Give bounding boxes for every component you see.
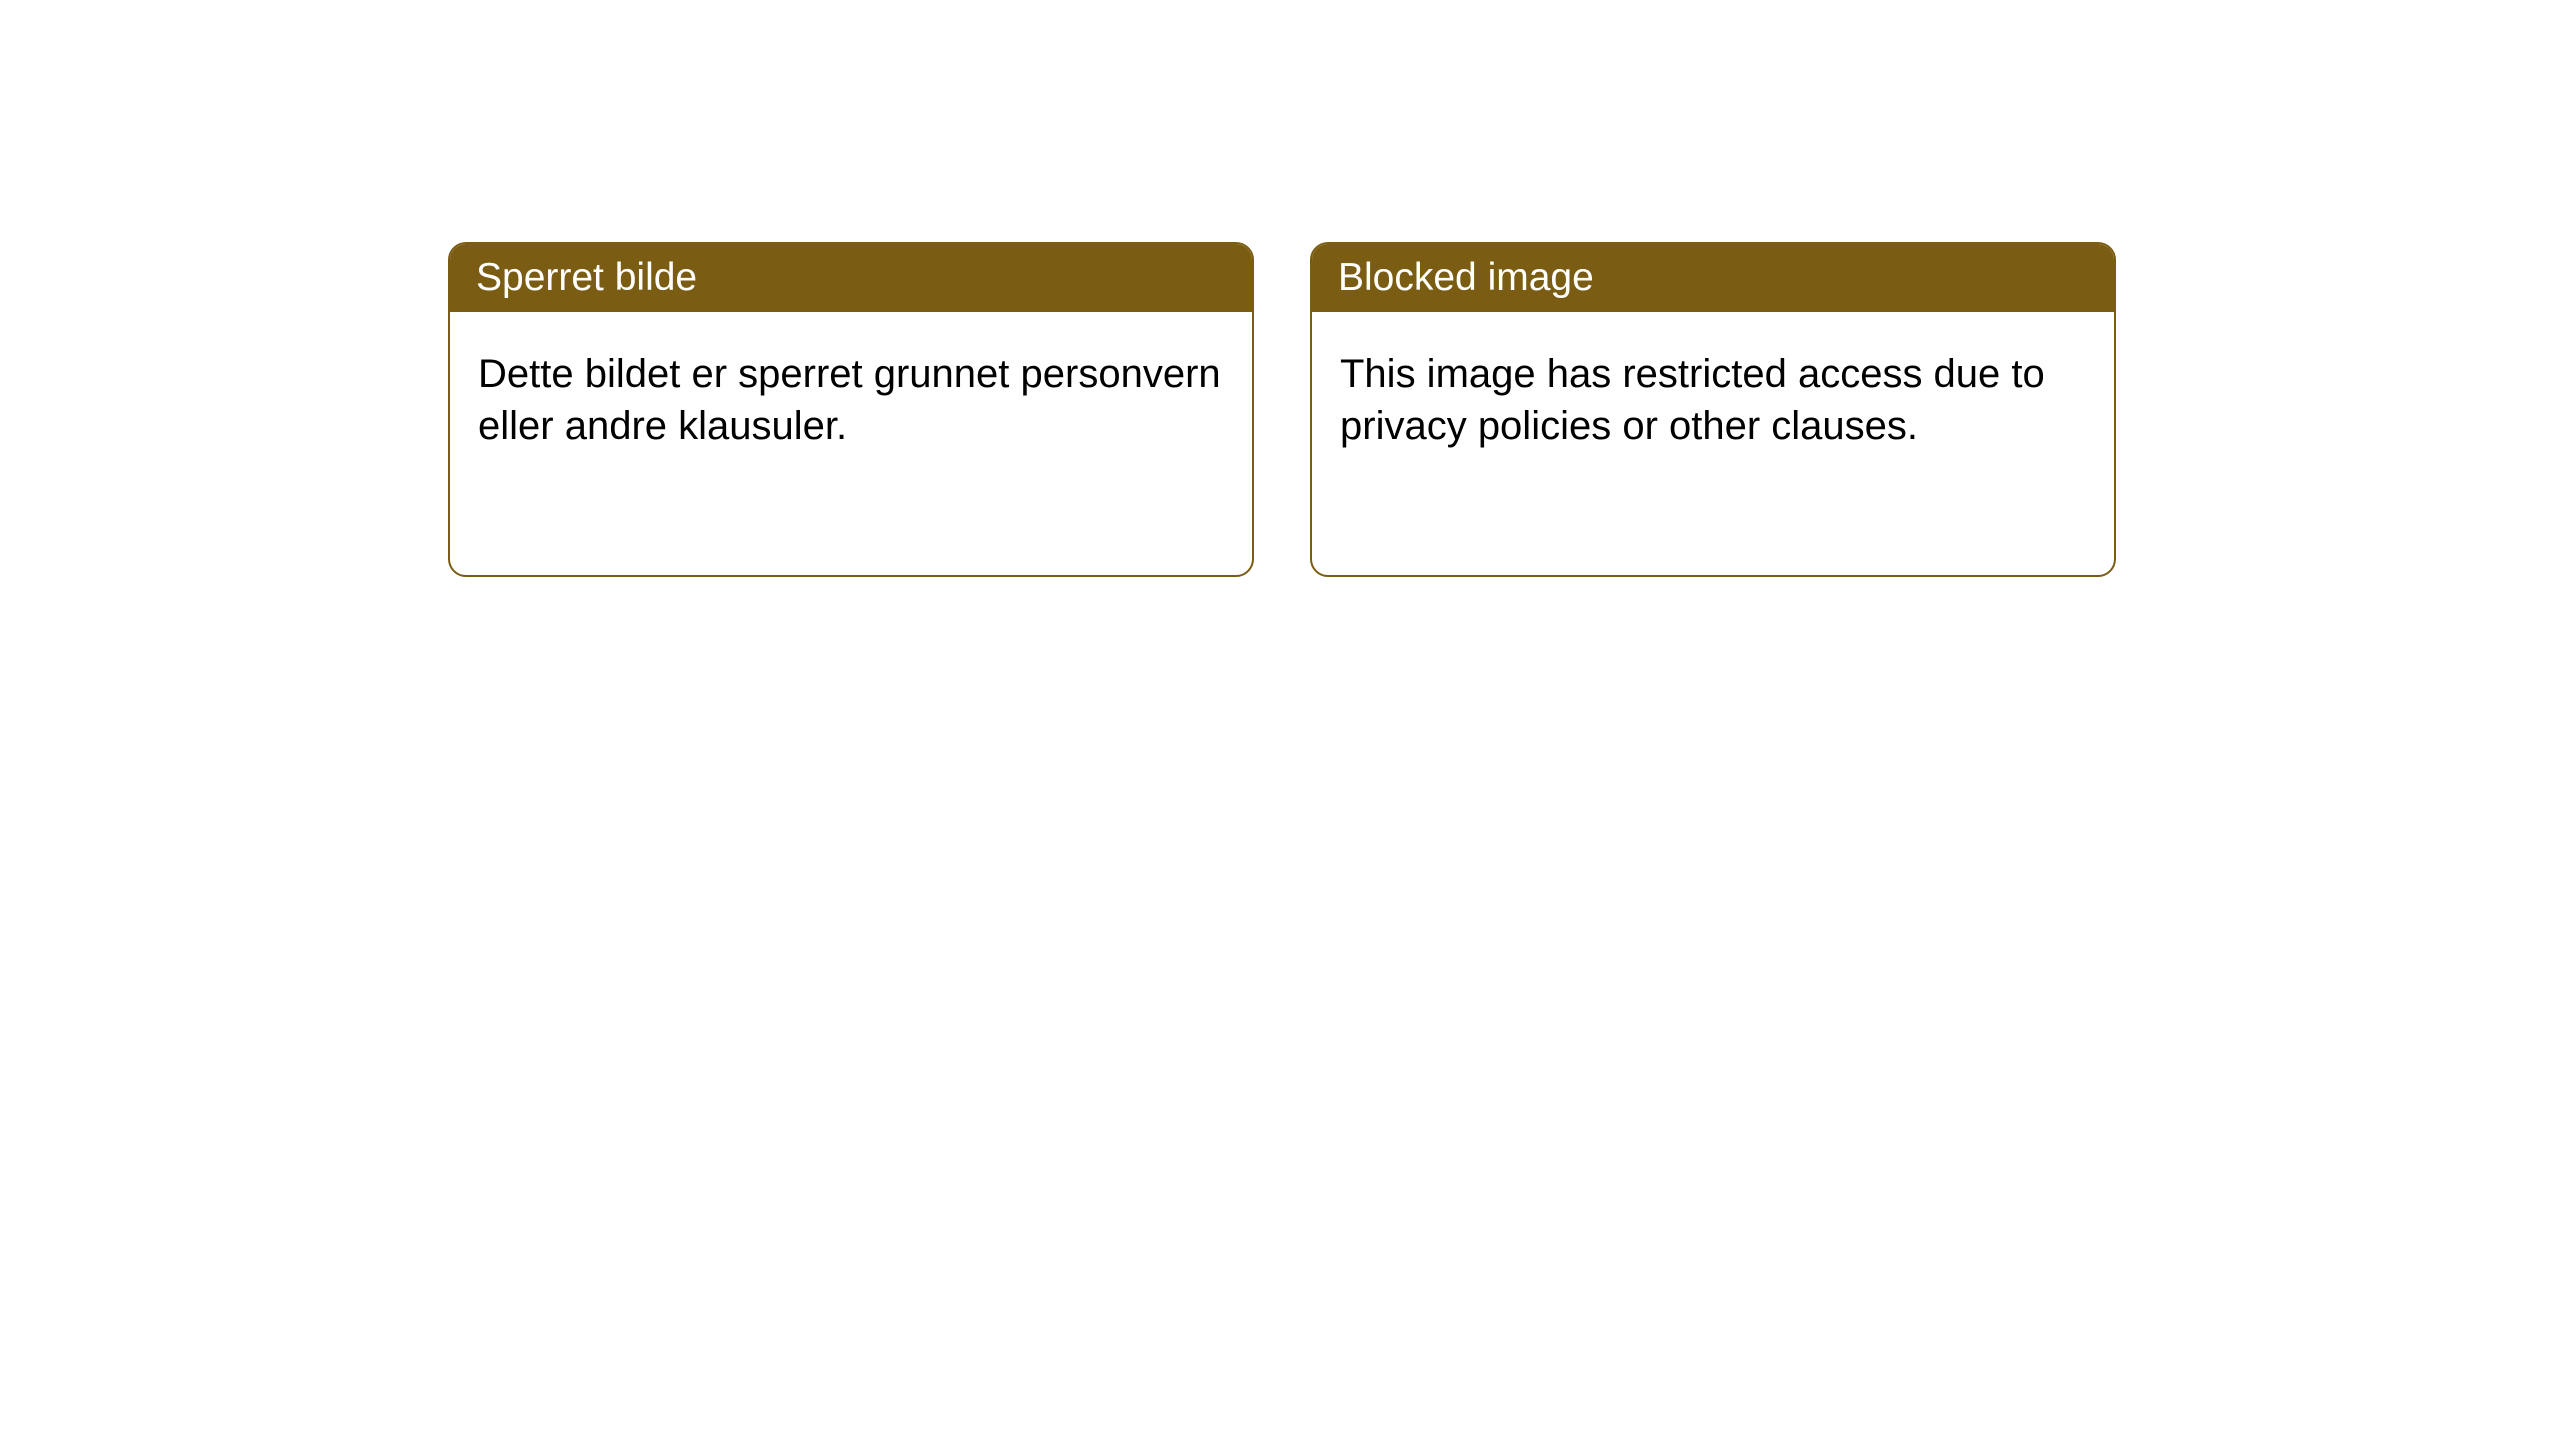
card-text-english: This image has restricted access due to … <box>1340 352 2045 448</box>
card-header-norwegian: Sperret bilde <box>450 244 1252 312</box>
notice-card-english: Blocked image This image has restricted … <box>1310 242 2116 577</box>
card-title-norwegian: Sperret bilde <box>476 256 697 299</box>
notice-card-norwegian: Sperret bilde Dette bildet er sperret gr… <box>448 242 1254 577</box>
card-header-english: Blocked image <box>1312 244 2114 312</box>
card-title-english: Blocked image <box>1338 256 1594 299</box>
notice-cards-container: Sperret bilde Dette bildet er sperret gr… <box>0 0 2560 577</box>
card-body-norwegian: Dette bildet er sperret grunnet personve… <box>450 312 1252 488</box>
card-body-english: This image has restricted access due to … <box>1312 312 2114 488</box>
card-text-norwegian: Dette bildet er sperret grunnet personve… <box>478 352 1221 448</box>
